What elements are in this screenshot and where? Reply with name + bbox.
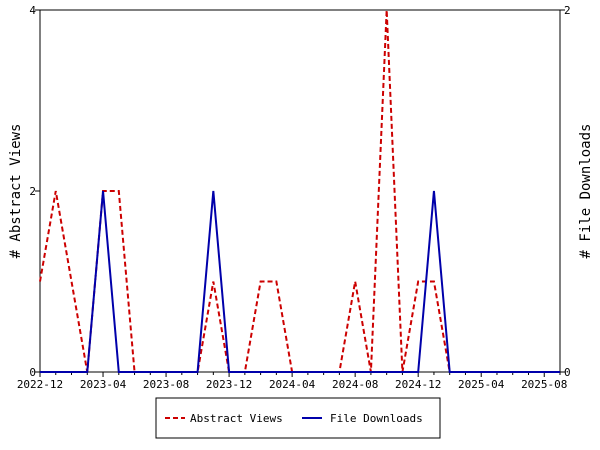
x-tick-label: 2024-04 [269, 378, 316, 391]
y-axis-left: 0 2 4 [29, 4, 40, 379]
series-line-abstract-views [39, 9, 560, 373]
x-tick-label: 2023-08 [143, 378, 189, 391]
y-right-tick-label: 2 [564, 4, 571, 17]
x-tick-label: 2022-12 [17, 378, 63, 391]
x-tick-label: 2025-04 [458, 378, 505, 391]
y-right-tick-label: 0 [564, 366, 571, 379]
y-axis-right-title: # File Downloads [578, 124, 594, 259]
y-left-tick-label: 0 [29, 366, 36, 379]
x-tick-label: 2025-08 [521, 378, 567, 391]
y-left-tick-label: 4 [29, 4, 36, 17]
y-axis-left-title: # Abstract Views [8, 124, 24, 259]
x-tick-label: 2023-04 [80, 378, 127, 391]
legend-box [155, 397, 441, 439]
legend-label-file-downloads: File Downloads [330, 412, 423, 425]
series-line-file-downloads [40, 190, 560, 373]
series-layer [39, 9, 560, 373]
x-tick-label: 2023-12 [206, 378, 252, 391]
x-axis: 2022-12 2023-04 2023-08 2023-12 2024-04 2024-… [17, 372, 567, 391]
y-left-tick-label: 2 [29, 185, 36, 198]
x-tick-label: 2024-08 [332, 378, 378, 391]
legend: Abstract Views File Downloads [155, 397, 441, 439]
legend-label-abstract-views: Abstract Views [190, 412, 283, 425]
x-tick-label: 2024-12 [395, 378, 441, 391]
y-axis-right: 02 [560, 4, 571, 379]
